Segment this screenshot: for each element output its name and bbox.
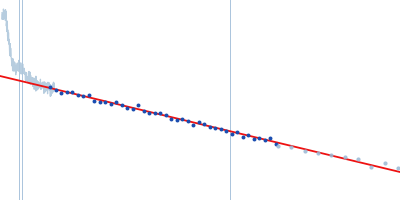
Point: [157, 112, 164, 115]
Point: [229, 132, 235, 135]
Point: [179, 117, 186, 120]
Point: [223, 130, 230, 133]
Point: [240, 135, 246, 138]
Point: [162, 114, 169, 117]
Point: [267, 136, 274, 140]
Point: [256, 137, 263, 140]
Point: [190, 123, 196, 127]
Point: [275, 144, 281, 147]
Point: [102, 101, 108, 104]
Point: [315, 152, 321, 155]
Point: [355, 157, 361, 160]
Point: [273, 142, 279, 146]
Point: [52, 88, 59, 91]
Point: [207, 125, 213, 128]
Point: [130, 107, 136, 110]
Point: [63, 90, 70, 93]
Point: [146, 111, 152, 115]
Point: [174, 119, 180, 122]
Point: [74, 93, 81, 96]
Point: [196, 120, 202, 123]
Point: [302, 150, 308, 153]
Point: [382, 161, 388, 165]
Point: [328, 153, 334, 156]
Point: [395, 166, 400, 169]
Point: [251, 138, 257, 141]
Point: [80, 94, 86, 98]
Point: [58, 92, 64, 95]
Point: [69, 90, 75, 93]
Point: [152, 111, 158, 114]
Point: [342, 156, 348, 159]
Point: [212, 127, 218, 130]
Point: [96, 101, 103, 104]
Point: [47, 86, 53, 89]
Point: [218, 127, 224, 130]
Point: [140, 110, 147, 113]
Point: [245, 133, 252, 137]
Point: [201, 122, 208, 125]
Point: [85, 93, 92, 97]
Point: [368, 165, 374, 168]
Point: [135, 103, 141, 106]
Point: [91, 99, 97, 102]
Point: [168, 117, 174, 120]
Point: [124, 106, 130, 110]
Point: [185, 120, 191, 123]
Point: [234, 131, 241, 134]
Point: [113, 100, 119, 103]
Point: [108, 103, 114, 106]
Point: [118, 103, 125, 106]
Point: [288, 146, 294, 149]
Point: [262, 138, 268, 141]
